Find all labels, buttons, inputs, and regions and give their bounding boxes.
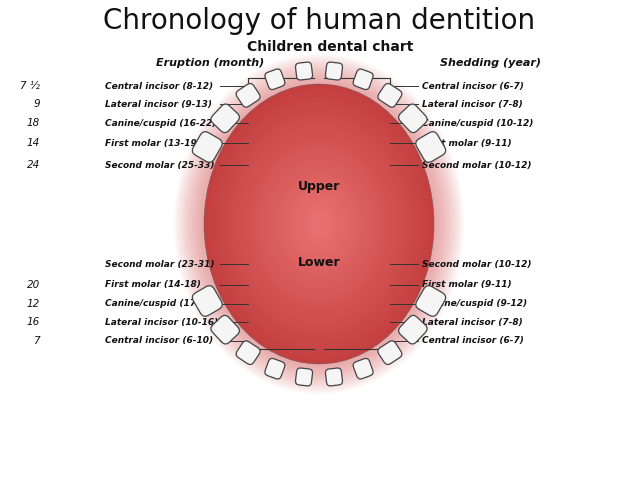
Text: 24: 24 xyxy=(27,160,40,170)
FancyBboxPatch shape xyxy=(399,104,427,133)
Ellipse shape xyxy=(281,177,357,271)
Text: First molar (9-11): First molar (9-11) xyxy=(422,281,512,289)
FancyBboxPatch shape xyxy=(265,358,285,379)
Text: Chronology of human dentition: Chronology of human dentition xyxy=(103,7,535,35)
Ellipse shape xyxy=(296,196,342,252)
Ellipse shape xyxy=(231,117,407,331)
Text: 18: 18 xyxy=(27,118,40,128)
Ellipse shape xyxy=(265,159,373,289)
Ellipse shape xyxy=(235,121,403,327)
Ellipse shape xyxy=(269,163,369,285)
Ellipse shape xyxy=(311,215,327,233)
FancyBboxPatch shape xyxy=(211,315,239,344)
Ellipse shape xyxy=(308,210,330,238)
Text: Second molar (23-31): Second molar (23-31) xyxy=(105,260,214,269)
Text: Upper: Upper xyxy=(298,180,340,193)
FancyBboxPatch shape xyxy=(353,69,373,90)
Ellipse shape xyxy=(227,112,411,336)
Text: Central incisor (6-7): Central incisor (6-7) xyxy=(422,337,524,345)
FancyBboxPatch shape xyxy=(192,285,222,316)
Text: Second molar (25-33): Second molar (25-33) xyxy=(105,160,214,170)
Ellipse shape xyxy=(212,93,426,354)
Text: 7 ½: 7 ½ xyxy=(20,81,40,91)
Text: Second molar (10-12): Second molar (10-12) xyxy=(422,160,531,170)
Text: First molar (9-11): First molar (9-11) xyxy=(422,138,512,148)
FancyBboxPatch shape xyxy=(236,341,260,365)
Ellipse shape xyxy=(242,131,396,317)
Text: Shedding (year): Shedding (year) xyxy=(440,58,540,68)
Text: First molar (13-19): First molar (13-19) xyxy=(105,138,201,148)
Ellipse shape xyxy=(204,84,434,364)
Ellipse shape xyxy=(246,136,392,313)
FancyBboxPatch shape xyxy=(378,83,402,107)
FancyBboxPatch shape xyxy=(295,368,313,386)
Text: 20: 20 xyxy=(27,280,40,290)
Text: Lateral incisor (7-8): Lateral incisor (7-8) xyxy=(422,318,523,327)
Text: Canine/cuspid (16-22): Canine/cuspid (16-22) xyxy=(105,118,216,127)
Text: Central incisor (8-12): Central incisor (8-12) xyxy=(105,81,213,91)
Ellipse shape xyxy=(277,172,361,275)
Text: Central incisor (6-10): Central incisor (6-10) xyxy=(105,337,213,345)
Text: Lateral incisor (9-13): Lateral incisor (9-13) xyxy=(105,100,212,109)
Ellipse shape xyxy=(273,168,365,280)
Text: Central incisor (6-7): Central incisor (6-7) xyxy=(422,81,524,91)
Text: Children dental chart: Children dental chart xyxy=(247,40,413,54)
Ellipse shape xyxy=(292,191,346,257)
Ellipse shape xyxy=(254,145,384,303)
FancyBboxPatch shape xyxy=(236,83,260,107)
Ellipse shape xyxy=(239,126,399,322)
Text: Lateral incisor (10-16): Lateral incisor (10-16) xyxy=(105,318,218,327)
Text: 7: 7 xyxy=(33,336,40,346)
Text: Eruption (month): Eruption (month) xyxy=(156,58,264,68)
Ellipse shape xyxy=(250,140,388,308)
FancyBboxPatch shape xyxy=(211,104,239,133)
FancyBboxPatch shape xyxy=(325,368,343,386)
Text: Canine/cuspid (10-12): Canine/cuspid (10-12) xyxy=(422,118,533,127)
Ellipse shape xyxy=(219,103,419,345)
Text: 12: 12 xyxy=(27,299,40,309)
Ellipse shape xyxy=(315,219,323,228)
Text: First molar (14-18): First molar (14-18) xyxy=(105,281,201,289)
FancyBboxPatch shape xyxy=(399,315,427,344)
Ellipse shape xyxy=(304,205,334,243)
Text: Canine/cuspid (17-23): Canine/cuspid (17-23) xyxy=(105,299,216,308)
Text: 16: 16 xyxy=(27,317,40,327)
FancyBboxPatch shape xyxy=(295,62,313,80)
Text: 9: 9 xyxy=(33,99,40,109)
Ellipse shape xyxy=(285,182,353,266)
Text: Second molar (10-12): Second molar (10-12) xyxy=(422,260,531,269)
FancyBboxPatch shape xyxy=(416,285,446,316)
Text: Lower: Lower xyxy=(298,255,340,269)
FancyBboxPatch shape xyxy=(416,132,446,162)
Ellipse shape xyxy=(208,89,430,359)
Ellipse shape xyxy=(223,107,415,341)
Ellipse shape xyxy=(288,187,350,262)
Ellipse shape xyxy=(300,201,338,247)
Text: Canine/cuspid (9-12): Canine/cuspid (9-12) xyxy=(422,299,527,308)
Text: 14: 14 xyxy=(27,138,40,148)
FancyBboxPatch shape xyxy=(192,132,222,162)
FancyBboxPatch shape xyxy=(265,69,285,90)
Text: Lateral incisor (7-8): Lateral incisor (7-8) xyxy=(422,100,523,109)
Ellipse shape xyxy=(258,149,380,299)
Ellipse shape xyxy=(262,154,376,294)
FancyBboxPatch shape xyxy=(353,358,373,379)
Ellipse shape xyxy=(216,98,422,350)
FancyBboxPatch shape xyxy=(325,62,343,80)
FancyBboxPatch shape xyxy=(378,341,402,365)
